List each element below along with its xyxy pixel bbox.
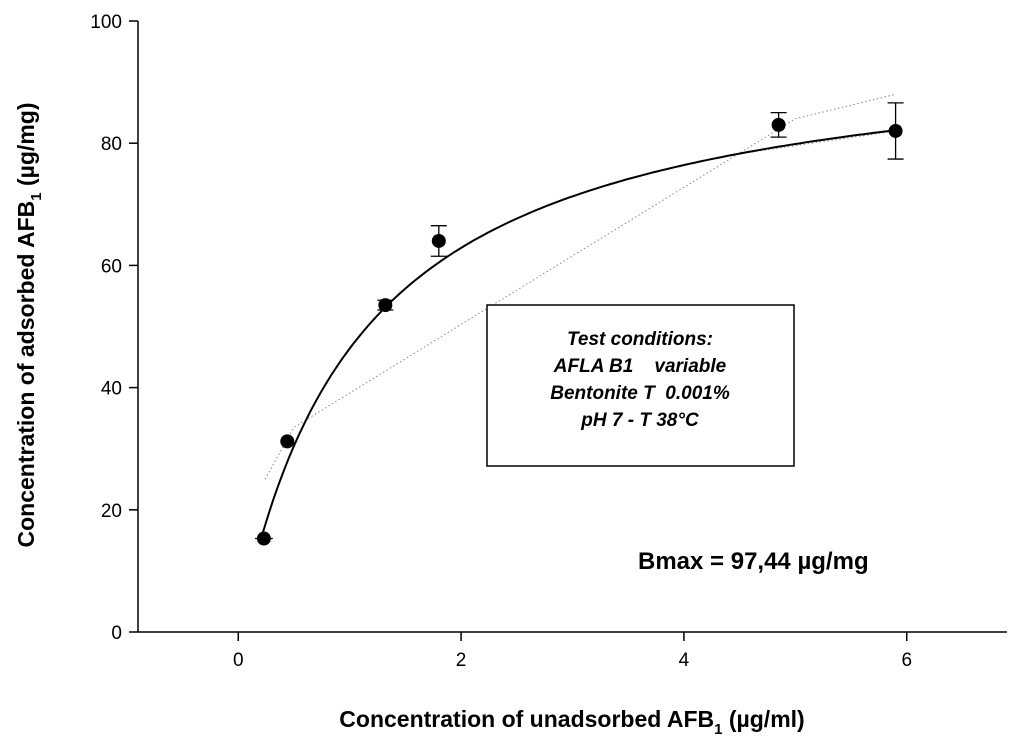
y-tick-label: 80	[101, 134, 122, 155]
x-axis-title-unit: (µg/ml)	[722, 706, 804, 732]
y-tick-label: 20	[101, 501, 122, 522]
y-axis-title-main: Concentration of adsorbed AFB	[13, 201, 39, 548]
test-condition-line: AFLA B1 variable	[553, 356, 727, 377]
x-tick-label: 0	[233, 650, 244, 671]
x-axis-title: Concentration of unadsorbed AFB1 (µg/ml)	[339, 706, 804, 738]
data-point	[887, 102, 904, 160]
test-condition-line: Test conditions:	[567, 329, 713, 350]
x-tick-label: 2	[456, 650, 467, 671]
x-tick-label: 6	[901, 650, 912, 671]
x-axis-title-sub: 1	[714, 721, 722, 738]
test-conditions-lines: Test conditions: AFLA B1 variable Bentonit…	[550, 329, 730, 431]
test-condition-line: pH 7 - T 38°C	[580, 410, 699, 431]
data-point	[770, 112, 787, 138]
data-point	[430, 225, 447, 257]
data-point	[254, 531, 273, 546]
y-axis-title-unit: (µg/mg)	[13, 103, 39, 193]
y-tick-label: 40	[101, 379, 122, 400]
marker	[431, 233, 446, 248]
marker	[771, 117, 786, 132]
test-conditions-box	[486, 304, 795, 467]
marker	[888, 123, 903, 138]
data-point	[280, 434, 295, 449]
y-axis-title: Concentration of adsorbed AFB1 (µg/mg)	[13, 103, 45, 548]
data-point	[377, 298, 394, 313]
x-tick-label: 4	[679, 650, 690, 671]
y-tick-label: 60	[101, 256, 122, 277]
bmax-label: Bmax = 97,44 µg/mg	[638, 548, 869, 575]
marker	[280, 434, 295, 449]
fit-curve	[261, 129, 896, 534]
marker	[256, 531, 271, 546]
x-axis-title-main: Concentration of unadsorbed AFB	[339, 706, 714, 732]
test-condition-line: Bentonite T 0.001%	[550, 383, 730, 404]
y-axis-title-sub: 1	[28, 192, 45, 200]
y-tick-label: 100	[90, 12, 122, 33]
marker	[378, 298, 393, 313]
y-tick-label: 0	[111, 623, 122, 644]
data-points	[254, 102, 904, 546]
